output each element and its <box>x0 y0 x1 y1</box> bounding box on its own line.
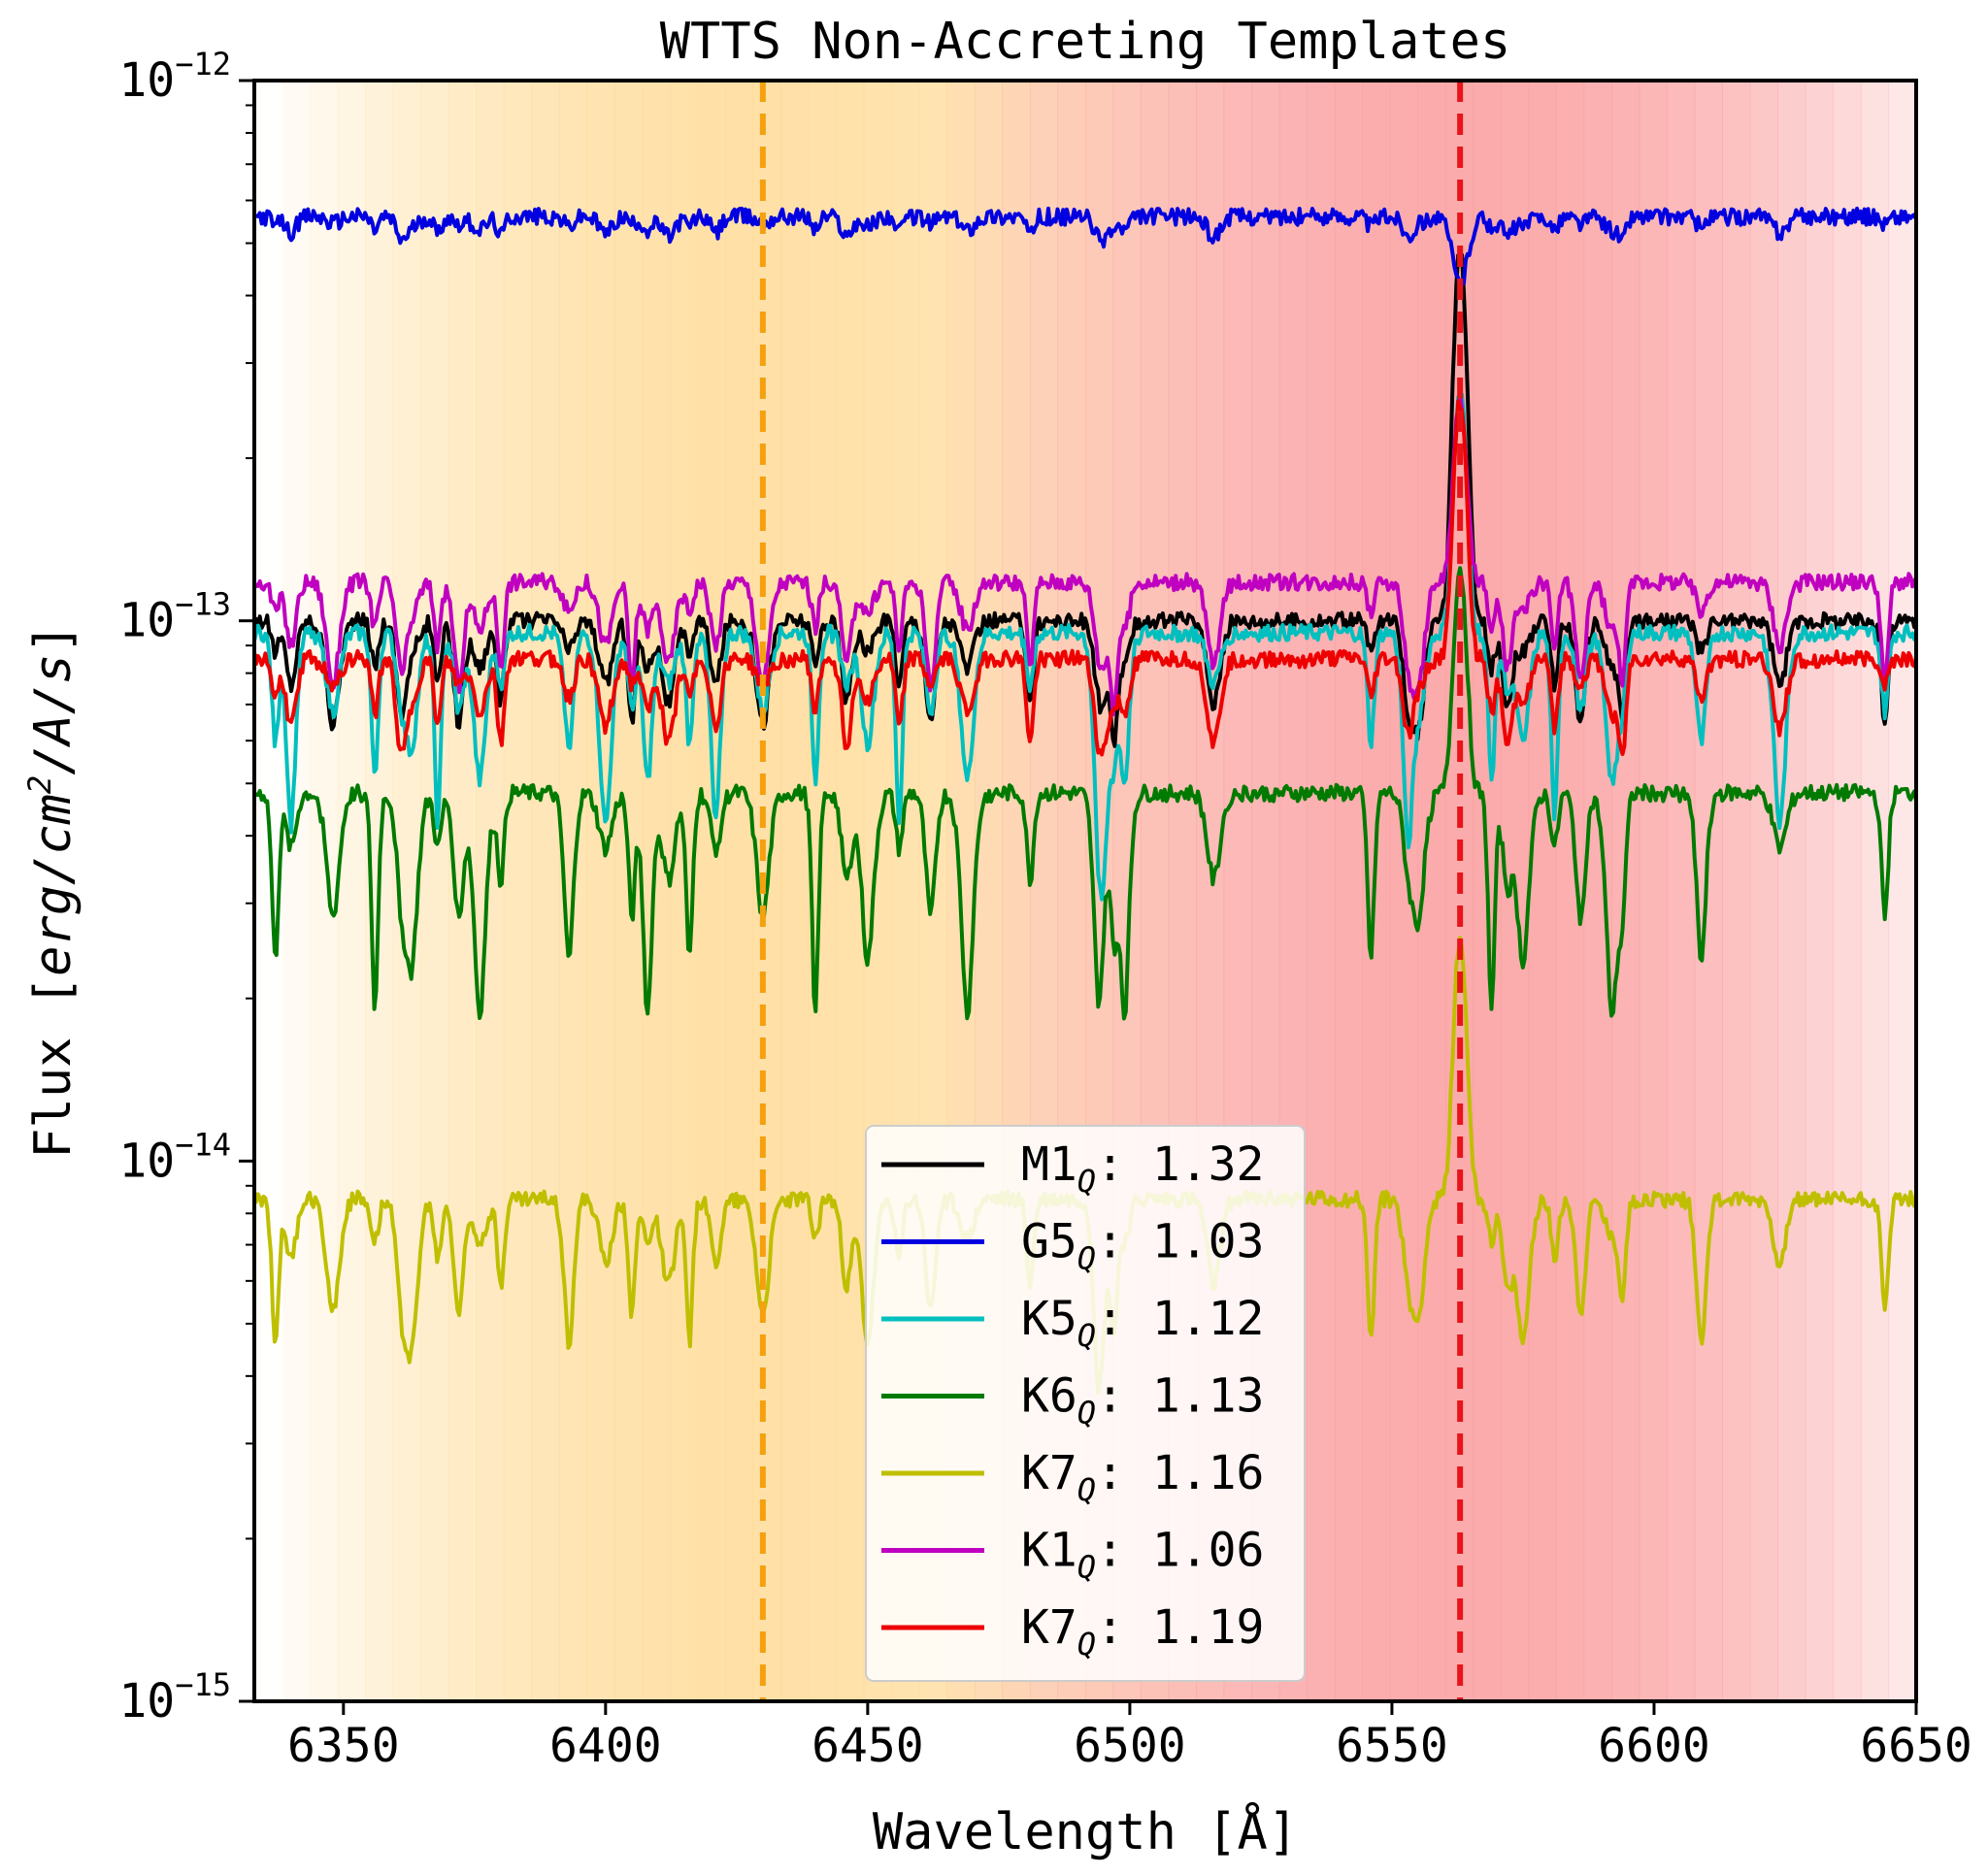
shaded-region-band <box>1667 81 1696 1701</box>
legend: M1Q: 1.32 G5Q: 1.03 K5Q: 1.12 K6Q: 1.13 K7Q:… <box>865 1125 1306 1682</box>
shaded-region-band <box>1639 81 1668 1701</box>
shaded-region-band <box>282 81 311 1701</box>
shaded-region-band <box>1528 81 1557 1701</box>
legend-label: K7Q: 1.16 <box>1021 1446 1264 1508</box>
shaded-region-band <box>1307 81 1336 1701</box>
shaded-region-band <box>1583 81 1612 1701</box>
shaded-region-band <box>1777 81 1806 1701</box>
x-tick-label: 6400 <box>549 1719 662 1773</box>
series-line-k5-2 <box>254 391 1916 902</box>
shaded-region-band <box>310 81 339 1701</box>
shaded-region-band <box>697 81 726 1701</box>
chart-title: WTTS Non-Accreting Templates <box>660 13 1511 71</box>
shaded-region-band <box>1722 81 1751 1701</box>
shaded-region-band <box>642 81 671 1701</box>
legend-label: K5Q: 1.12 <box>1021 1292 1264 1354</box>
plot-frame <box>252 79 1918 1703</box>
x-tick-label: 6550 <box>1336 1719 1448 1773</box>
y-tick-label: 10−14 <box>118 1126 231 1188</box>
legend-label: G5Q: 1.03 <box>1021 1215 1264 1277</box>
shaded-region-band <box>1694 81 1723 1701</box>
series-line-g5-1 <box>254 206 1916 291</box>
y-axis-label: Flux [erg/cm2/A/s] <box>21 623 83 1159</box>
shaded-region-band <box>586 81 615 1701</box>
series-line-k6-3 <box>254 566 1916 1021</box>
x-axis-ticks: 6350 6400 6450 6500 6550 6600 6650 <box>287 1701 1972 1773</box>
y-tick-label: 10−12 <box>118 46 231 108</box>
shaded-region-band <box>337 81 366 1701</box>
shaded-region-band <box>725 81 754 1701</box>
reference-lines <box>759 81 1464 1701</box>
shaded-region-band <box>1749 81 1778 1701</box>
x-axis-label: Wavelength [Å] <box>873 1801 1298 1861</box>
y-axis-ticks: 10−12 10−13 10−14 10−15 <box>118 46 254 1728</box>
x-tick-label: 6450 <box>812 1719 924 1773</box>
shaded-region-band <box>503 81 532 1701</box>
y-tick-label: 10−15 <box>118 1666 231 1728</box>
shaded-region-band <box>1334 81 1363 1701</box>
series-line-k1-5 <box>254 388 1916 717</box>
x-tick-label: 6650 <box>1860 1719 1972 1773</box>
legend-label: K1Q: 1.06 <box>1021 1524 1264 1586</box>
x-tick-label: 6350 <box>287 1719 400 1773</box>
shaded-region-band <box>1556 81 1585 1701</box>
legend-label: M1Q: 1.32 <box>1021 1137 1264 1200</box>
shaded-region-band <box>1888 81 1916 1701</box>
shaded-region-band <box>1833 81 1862 1701</box>
shaded-region-band <box>780 81 810 1701</box>
shaded-region-band <box>531 81 560 1701</box>
y-tick-label: 10−13 <box>118 586 231 648</box>
x-tick-label: 6500 <box>1074 1719 1186 1773</box>
shaded-region-band <box>420 81 449 1701</box>
shaded-region-band <box>836 81 865 1701</box>
shaded-region-band <box>476 81 505 1701</box>
legend-box <box>865 1125 1306 1682</box>
x-tick-label: 6600 <box>1598 1719 1710 1773</box>
shaded-region-band <box>1805 81 1834 1701</box>
shaded-region-band <box>1860 81 1890 1701</box>
series-line-k7-6 <box>254 399 1916 757</box>
shaded-region-band <box>1389 81 1418 1701</box>
legend-label: K7Q: 1.19 <box>1021 1600 1264 1662</box>
legend-label: K6Q: 1.13 <box>1021 1369 1264 1432</box>
